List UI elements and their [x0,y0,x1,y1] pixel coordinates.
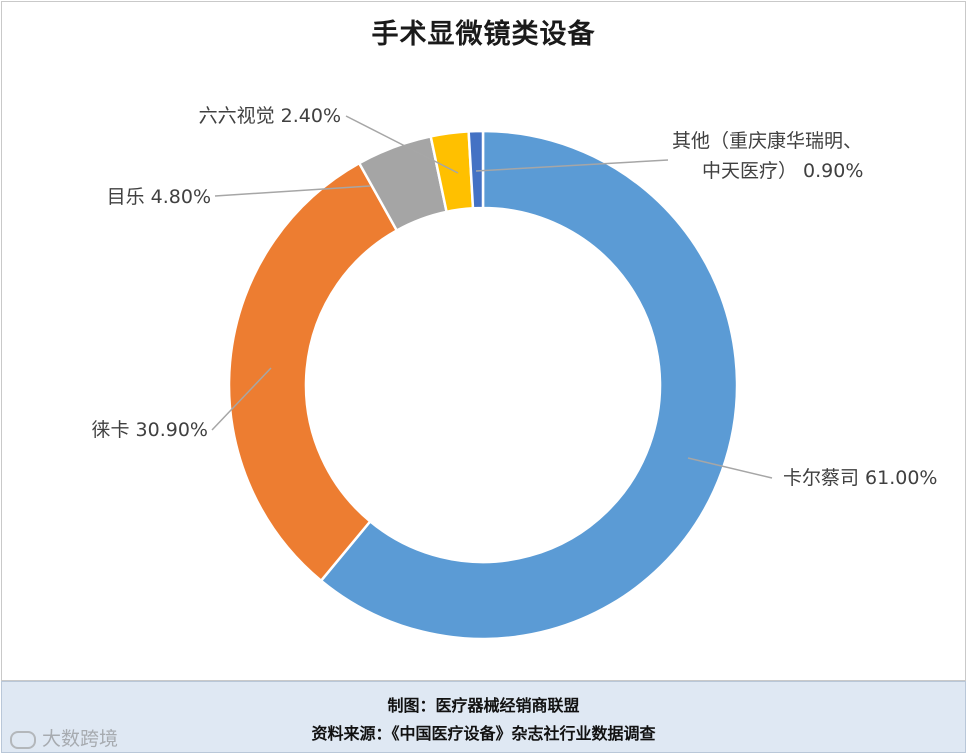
leader-line-4 [475,159,669,172]
donut-slice-1 [227,161,399,583]
watermark: 大数跨境 [10,724,118,751]
chart-title: 手术显微镜类设备 [371,19,596,50]
slice-label-2: 目乐 4.80% [107,186,211,208]
footer-credit: 制图：医疗器械经销商联盟 [387,696,580,715]
donut-slice-0 [319,129,739,641]
leader-line-1 [211,367,272,431]
chart-footer: 制图：医疗器械经销商联盟 资料来源：《中国医疗设备》杂志社行业数据调查 [1,681,966,753]
slice-label-3: 六六视觉 2.40% [199,105,341,127]
slice-label-4: 其他（重庆康华瑞明、中天医疗） 0.90% [672,130,863,182]
leader-line-3 [345,115,459,174]
leader-line-0 [687,457,773,479]
watermark-logo-icon [10,730,36,749]
donut-slice-4 [467,129,485,210]
leader-line-2 [214,185,371,197]
slice-label-1: 徕卡 30.90% [92,419,209,441]
slice-label-0: 卡尔蔡司 61.00% [783,467,938,489]
footer-source: 资料来源：《中国医疗设备》杂志社行业数据调查 [311,724,656,743]
watermark-text: 大数跨境 [42,728,119,750]
donut-chart: 卡尔蔡司 61.00% 徕卡 30.90% 目乐 4.80% 六六视觉 2.40% 其他… [92,105,938,641]
